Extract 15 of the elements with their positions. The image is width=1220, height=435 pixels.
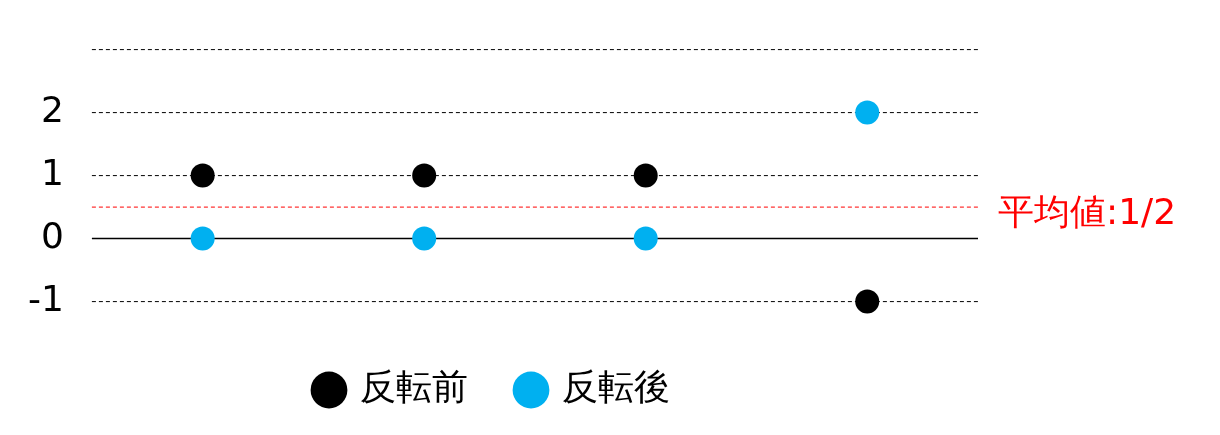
- point: [633, 163, 658, 188]
- y-tick-label: 1: [40, 151, 64, 193]
- point: [855, 289, 880, 314]
- point: [190, 163, 215, 188]
- point: [633, 226, 658, 251]
- point: [412, 163, 437, 188]
- point: [412, 226, 437, 251]
- y-tick-label: -1: [27, 277, 64, 319]
- legend-label: 反転前: [360, 366, 468, 408]
- point: [190, 226, 215, 251]
- y-tick-label: 2: [40, 88, 64, 130]
- y-tick-label: 0: [40, 214, 64, 256]
- legend-label: 反転後: [562, 366, 670, 408]
- point: [855, 100, 880, 125]
- ref-line-label: 平均値:1/2: [998, 191, 1177, 233]
